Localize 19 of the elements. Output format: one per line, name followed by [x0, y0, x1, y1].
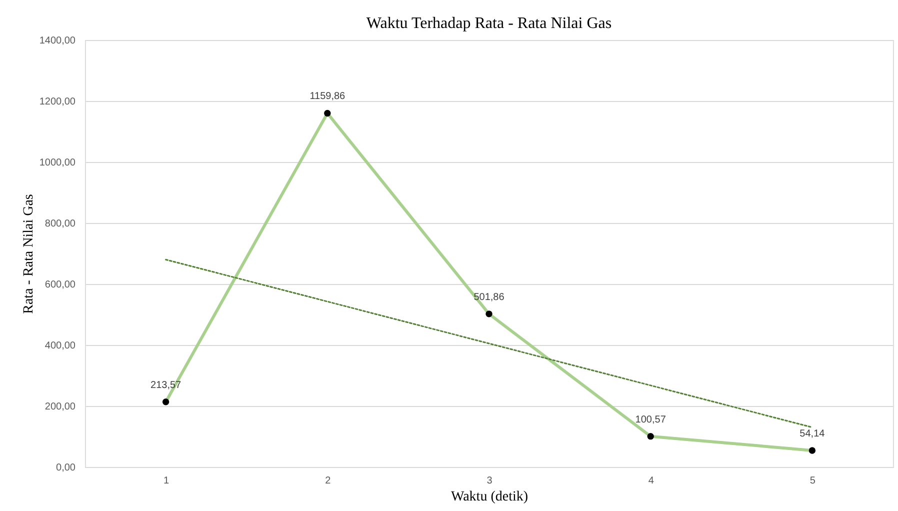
data-label: 100,57: [635, 414, 666, 426]
x-axis-title: Waktu (detik): [450, 490, 528, 504]
y-tick-label: 1200,00: [39, 96, 76, 108]
y-tick-label: 600,00: [44, 280, 76, 290]
y-tick-label: 200,00: [44, 402, 76, 412]
y-axis-title: Rata - Rata Nilai Gas: [21, 194, 36, 314]
data-label: 54,14: [800, 428, 826, 440]
x-tick-label: 2: [325, 476, 332, 486]
y-tick-label: 1400,00: [39, 36, 76, 46]
x-tick-label: 4: [648, 476, 654, 486]
y-tick-label: 1000,00: [39, 158, 76, 168]
y-tick-label: 0,00: [56, 462, 76, 474]
x-tick-label: 1: [164, 476, 170, 486]
x-tick-label: 3: [486, 476, 493, 486]
chart-title: Waktu Terhadap Rata - Rata Nilai Gas: [366, 15, 612, 32]
y-tick-label: 800,00: [44, 218, 76, 230]
x-tick-label: 5: [810, 476, 816, 486]
y-tick-label: 400,00: [44, 340, 76, 352]
data-label: 1159,86: [310, 91, 346, 102]
